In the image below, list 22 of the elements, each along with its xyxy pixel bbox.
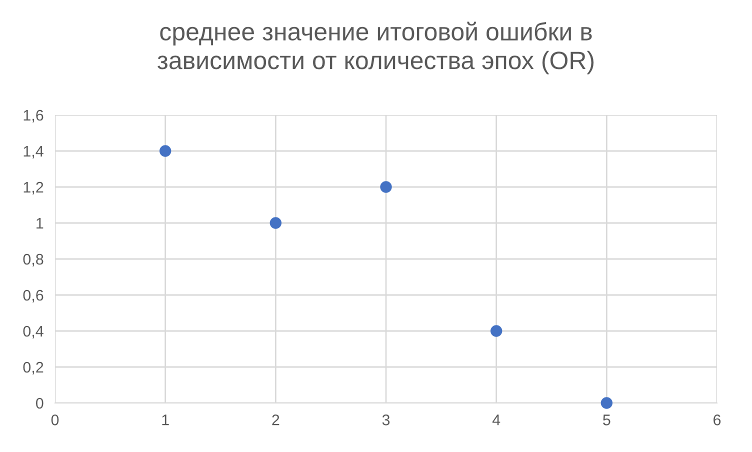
x-tick-label: 2	[272, 414, 280, 426]
y-tick-label: 0,4	[23, 326, 44, 338]
x-tick-label: 4	[492, 414, 500, 426]
y-tick-label: 1	[36, 218, 44, 229]
x-tick-label: 3	[382, 414, 390, 426]
point	[159, 145, 172, 157]
x-tick-label: 1	[162, 414, 169, 426]
point	[490, 325, 502, 337]
x-tick-label: 6	[714, 414, 721, 426]
chart-title: среднее значение итоговой ошибки в зависимости от количества эпох (OR)	[158, 22, 594, 74]
y-tick-label: 0,8	[23, 254, 44, 266]
y-tick-label: 0,2	[23, 362, 44, 374]
point	[270, 217, 282, 229]
point	[600, 397, 613, 409]
y-tick-label: 0	[36, 398, 44, 409]
x-tick-label: 0	[51, 414, 59, 426]
y-tick-label: 0,6	[23, 290, 44, 302]
y-tick-label: 1,2	[24, 182, 44, 194]
x-tick-label: 5	[603, 414, 610, 426]
y-tick-label: 1,6	[24, 110, 44, 122]
point	[380, 181, 392, 193]
y-tick-label: 1,4	[24, 146, 44, 158]
